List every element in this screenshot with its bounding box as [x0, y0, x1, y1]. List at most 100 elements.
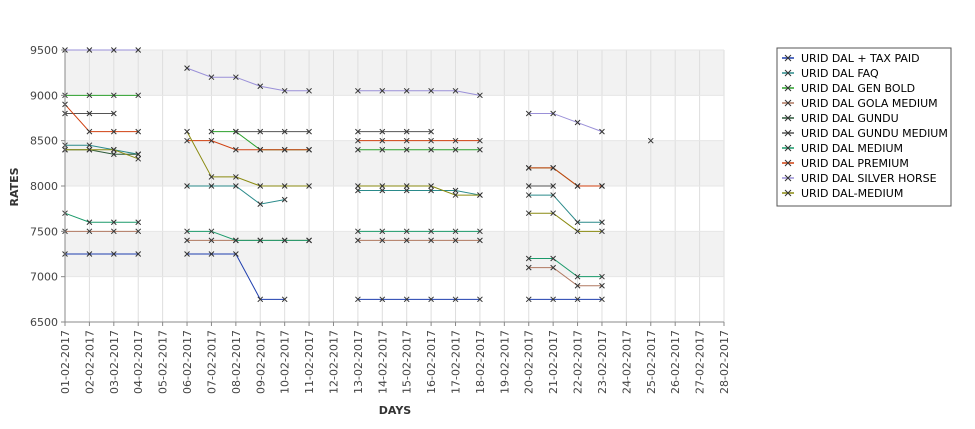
data-point — [257, 296, 264, 303]
series-line — [64, 212, 139, 223]
legend-marker — [784, 129, 792, 137]
data-point — [574, 228, 581, 235]
x-tick-label: 14-02-2017 — [376, 330, 389, 394]
y-tick-label: 7500 — [30, 225, 58, 238]
data-point — [110, 151, 117, 158]
x-tick-label: 15-02-2017 — [401, 330, 414, 394]
x-tick-label: 18-02-2017 — [474, 330, 487, 394]
data-point — [428, 187, 434, 194]
data-point — [477, 228, 483, 235]
data-point — [257, 146, 264, 153]
data-point — [232, 174, 239, 180]
x-tick-label: 17-02-2017 — [450, 330, 463, 394]
legend-item: URID DAL + TAX PAID — [782, 52, 920, 65]
x-tick-label: 12-02-2017 — [327, 330, 340, 394]
data-point — [550, 110, 557, 117]
data-point — [452, 296, 459, 303]
data-point — [599, 273, 605, 280]
data-point — [550, 183, 557, 189]
x-tick-label: 08-02-2017 — [230, 330, 243, 394]
x-tick-label: 22-02-2017 — [572, 330, 585, 394]
data-point — [452, 237, 459, 244]
data-point — [257, 83, 264, 90]
series-line — [528, 258, 602, 278]
legend-label: URID DAL GUNDU — [801, 112, 899, 125]
data-point — [525, 210, 532, 217]
data-point — [184, 65, 190, 71]
data-point — [525, 165, 532, 171]
data-point — [599, 228, 605, 235]
x-tick-label: 23-02-2017 — [596, 330, 609, 394]
legend-item: URID DAL GUNDU — [782, 112, 899, 125]
data-point — [550, 264, 557, 271]
data-point — [135, 251, 142, 257]
series-line — [187, 230, 310, 241]
data-point — [525, 296, 532, 303]
data-point — [86, 128, 93, 135]
series-line — [186, 67, 310, 92]
data-point — [452, 192, 459, 198]
data-point — [86, 110, 93, 117]
data-point — [306, 183, 312, 189]
x-tick-label: 25-02-2017 — [645, 330, 658, 394]
data-point — [208, 137, 215, 144]
data-point — [452, 228, 459, 235]
x-tick-label: 20-02-2017 — [523, 330, 536, 394]
data-point — [550, 165, 557, 171]
data-point — [184, 128, 190, 135]
legend-label: URID DAL MEDIUM — [801, 142, 903, 155]
data-point — [428, 183, 434, 189]
data-point — [184, 183, 190, 189]
series-line — [357, 190, 481, 196]
data-point — [232, 74, 239, 81]
data-point — [355, 296, 361, 303]
series-line — [528, 167, 602, 187]
series-line — [528, 212, 602, 232]
data-point — [477, 192, 483, 198]
data-point — [525, 192, 532, 198]
x-tick-label: 24-02-2017 — [620, 330, 633, 394]
data-point — [379, 237, 386, 244]
legend-item: URID DAL GOLA MEDIUM — [782, 97, 938, 110]
data-point — [574, 296, 581, 303]
data-point — [281, 128, 288, 135]
data-point — [281, 183, 288, 189]
legend-label: URID DAL-MEDIUM — [801, 187, 903, 200]
legend-box — [776, 47, 952, 207]
series-layer — [62, 47, 654, 303]
data-point — [184, 228, 190, 235]
x-tick-label: 19-02-2017 — [498, 330, 511, 394]
data-point — [257, 237, 264, 244]
data-point — [599, 296, 605, 303]
data-point — [477, 237, 483, 244]
legend-label: URID DAL GOLA MEDIUM — [801, 97, 938, 110]
data-point — [403, 228, 410, 235]
data-point — [306, 128, 312, 135]
data-point — [477, 92, 483, 99]
legend-label: URID DAL SILVER HORSE — [801, 172, 937, 185]
data-point — [232, 146, 239, 153]
data-point — [403, 237, 410, 244]
data-point — [550, 255, 557, 262]
data-point — [379, 296, 386, 303]
legend-marker — [784, 189, 792, 197]
x-tick-label: 07-02-2017 — [205, 330, 218, 394]
legend-marker — [784, 84, 792, 92]
data-point — [184, 251, 190, 257]
data-point — [477, 137, 483, 144]
data-point — [525, 110, 532, 117]
data-point — [403, 183, 410, 189]
legend-label: URID DAL + TAX PAID — [801, 52, 920, 65]
data-point — [379, 146, 386, 153]
legend-item: URID DAL-MEDIUM — [782, 187, 903, 200]
data-point — [135, 155, 142, 162]
data-point — [208, 174, 215, 180]
x-axis-label: DAYS — [379, 404, 412, 417]
data-point — [599, 183, 605, 189]
x-tick-label: 05-02-2017 — [157, 330, 170, 394]
data-point — [599, 282, 605, 289]
x-tick-label: 11-02-2017 — [303, 330, 316, 394]
data-point — [86, 251, 93, 257]
data-point — [379, 128, 386, 135]
data-point — [355, 228, 361, 235]
